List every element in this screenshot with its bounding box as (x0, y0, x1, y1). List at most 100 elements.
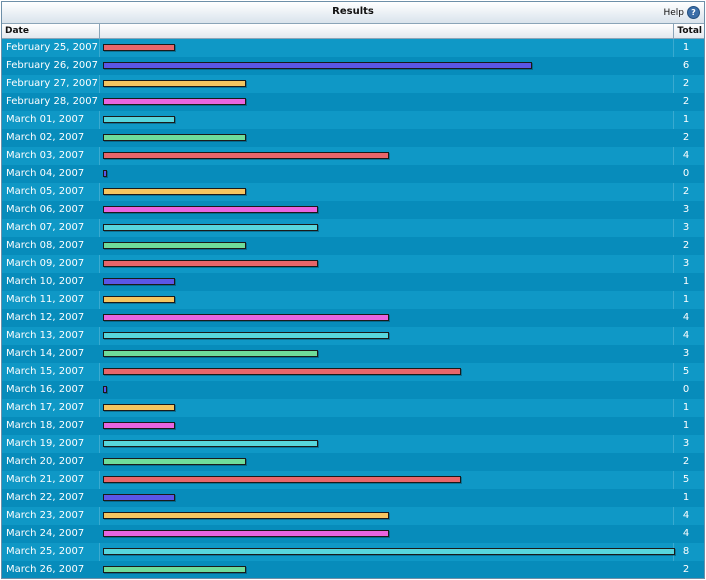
row-total-value: 6 (682, 60, 690, 71)
row-date-label: March 18, 2007 (6, 420, 85, 431)
column-divider (673, 39, 674, 578)
row-total-value: 2 (682, 78, 690, 89)
table-row: March 16, 2007 0 (2, 381, 704, 399)
data-bar (103, 530, 389, 537)
row-total-value: 4 (682, 330, 690, 341)
table-row: March 18, 2007 1 (2, 417, 704, 435)
row-total-value: 4 (682, 312, 690, 323)
row-date-label: March 26, 2007 (6, 564, 85, 575)
row-total-value: 1 (682, 294, 690, 305)
row-date-label: March 11, 2007 (6, 294, 85, 305)
data-bar (103, 440, 318, 447)
row-total-value: 4 (682, 510, 690, 521)
row-date-label: March 08, 2007 (6, 240, 85, 251)
data-bar (103, 476, 461, 483)
data-bar (103, 170, 107, 177)
table-row: February 27, 2007 2 (2, 75, 704, 93)
data-bar (103, 62, 532, 69)
data-bar (103, 566, 246, 573)
row-total-value: 3 (682, 204, 690, 215)
row-total-value: 0 (682, 168, 690, 179)
row-date-label: March 05, 2007 (6, 186, 85, 197)
help-label: Help (663, 7, 684, 18)
row-total-value: 3 (682, 438, 690, 449)
data-bar (103, 188, 246, 195)
row-date-label: March 06, 2007 (6, 204, 85, 215)
row-date-label: March 09, 2007 (6, 258, 85, 269)
row-total-value: 4 (682, 150, 690, 161)
data-bar (103, 314, 389, 321)
column-divider (99, 39, 100, 578)
row-date-label: March 01, 2007 (6, 114, 85, 125)
row-date-label: March 12, 2007 (6, 312, 85, 323)
row-date-label: March 17, 2007 (6, 402, 85, 413)
data-bar (103, 494, 175, 501)
row-total-value: 0 (682, 384, 690, 395)
row-date-label: February 27, 2007 (6, 78, 99, 89)
data-bar (103, 332, 389, 339)
data-bar (103, 80, 246, 87)
date-column-header[interactable]: Date (5, 26, 29, 36)
row-date-label: March 07, 2007 (6, 222, 85, 233)
row-total-value: 2 (682, 186, 690, 197)
row-date-label: February 28, 2007 (6, 96, 99, 107)
row-date-label: March 16, 2007 (6, 384, 85, 395)
table-row: February 28, 2007 2 (2, 93, 704, 111)
data-bar (103, 548, 675, 555)
row-total-value: 2 (682, 132, 690, 143)
data-bar (103, 278, 175, 285)
data-bar (103, 44, 175, 51)
data-bar (103, 242, 246, 249)
table-row: March 06, 2007 3 (2, 201, 704, 219)
table-row: March 23, 2007 4 (2, 507, 704, 525)
table-row: March 25, 2007 8 (2, 543, 704, 561)
data-bar (103, 296, 175, 303)
data-bar (103, 368, 461, 375)
row-total-value: 1 (682, 492, 690, 503)
table-row: March 19, 2007 3 (2, 435, 704, 453)
table-row: March 24, 2007 4 (2, 525, 704, 543)
table-row: March 08, 2007 2 (2, 237, 704, 255)
column-divider (673, 24, 674, 38)
row-total-value: 1 (682, 420, 690, 431)
row-date-label: March 15, 2007 (6, 366, 85, 377)
row-date-label: March 23, 2007 (6, 510, 85, 521)
row-date-label: March 10, 2007 (6, 276, 85, 287)
panel-title: Results (332, 6, 374, 17)
row-date-label: March 22, 2007 (6, 492, 85, 503)
data-bar (103, 116, 175, 123)
table-row: March 04, 2007 0 (2, 165, 704, 183)
table-row: March 12, 2007 4 (2, 309, 704, 327)
total-column-header[interactable]: Total (677, 26, 702, 36)
data-bar (103, 404, 175, 411)
row-total-value: 3 (682, 258, 690, 269)
row-total-value: 2 (682, 240, 690, 251)
data-bar (103, 512, 389, 519)
table-row: March 20, 2007 2 (2, 453, 704, 471)
table-row: March 03, 2007 4 (2, 147, 704, 165)
data-bar (103, 386, 107, 393)
row-total-value: 1 (682, 276, 690, 287)
data-bar (103, 458, 246, 465)
row-total-value: 2 (682, 456, 690, 467)
panel-titlebar: Results Help ? (2, 2, 704, 24)
row-total-value: 4 (682, 528, 690, 539)
table-header: Date Total (2, 24, 704, 39)
help-button[interactable]: Help ? (663, 6, 700, 19)
question-icon[interactable]: ? (687, 6, 700, 19)
row-date-label: March 24, 2007 (6, 528, 85, 539)
results-rows: February 25, 2007 1 February 26, 2007 6 Febr… (2, 39, 704, 578)
data-bar (103, 152, 389, 159)
column-divider (99, 24, 100, 38)
row-date-label: March 04, 2007 (6, 168, 85, 179)
row-date-label: February 26, 2007 (6, 60, 99, 71)
table-row: March 11, 2007 1 (2, 291, 704, 309)
data-bar (103, 422, 175, 429)
row-total-value: 2 (682, 564, 690, 575)
row-total-value: 1 (682, 42, 690, 53)
table-row: February 26, 2007 6 (2, 57, 704, 75)
row-total-value: 5 (682, 474, 690, 485)
table-row: March 05, 2007 2 (2, 183, 704, 201)
row-total-value: 1 (682, 402, 690, 413)
row-date-label: March 02, 2007 (6, 132, 85, 143)
